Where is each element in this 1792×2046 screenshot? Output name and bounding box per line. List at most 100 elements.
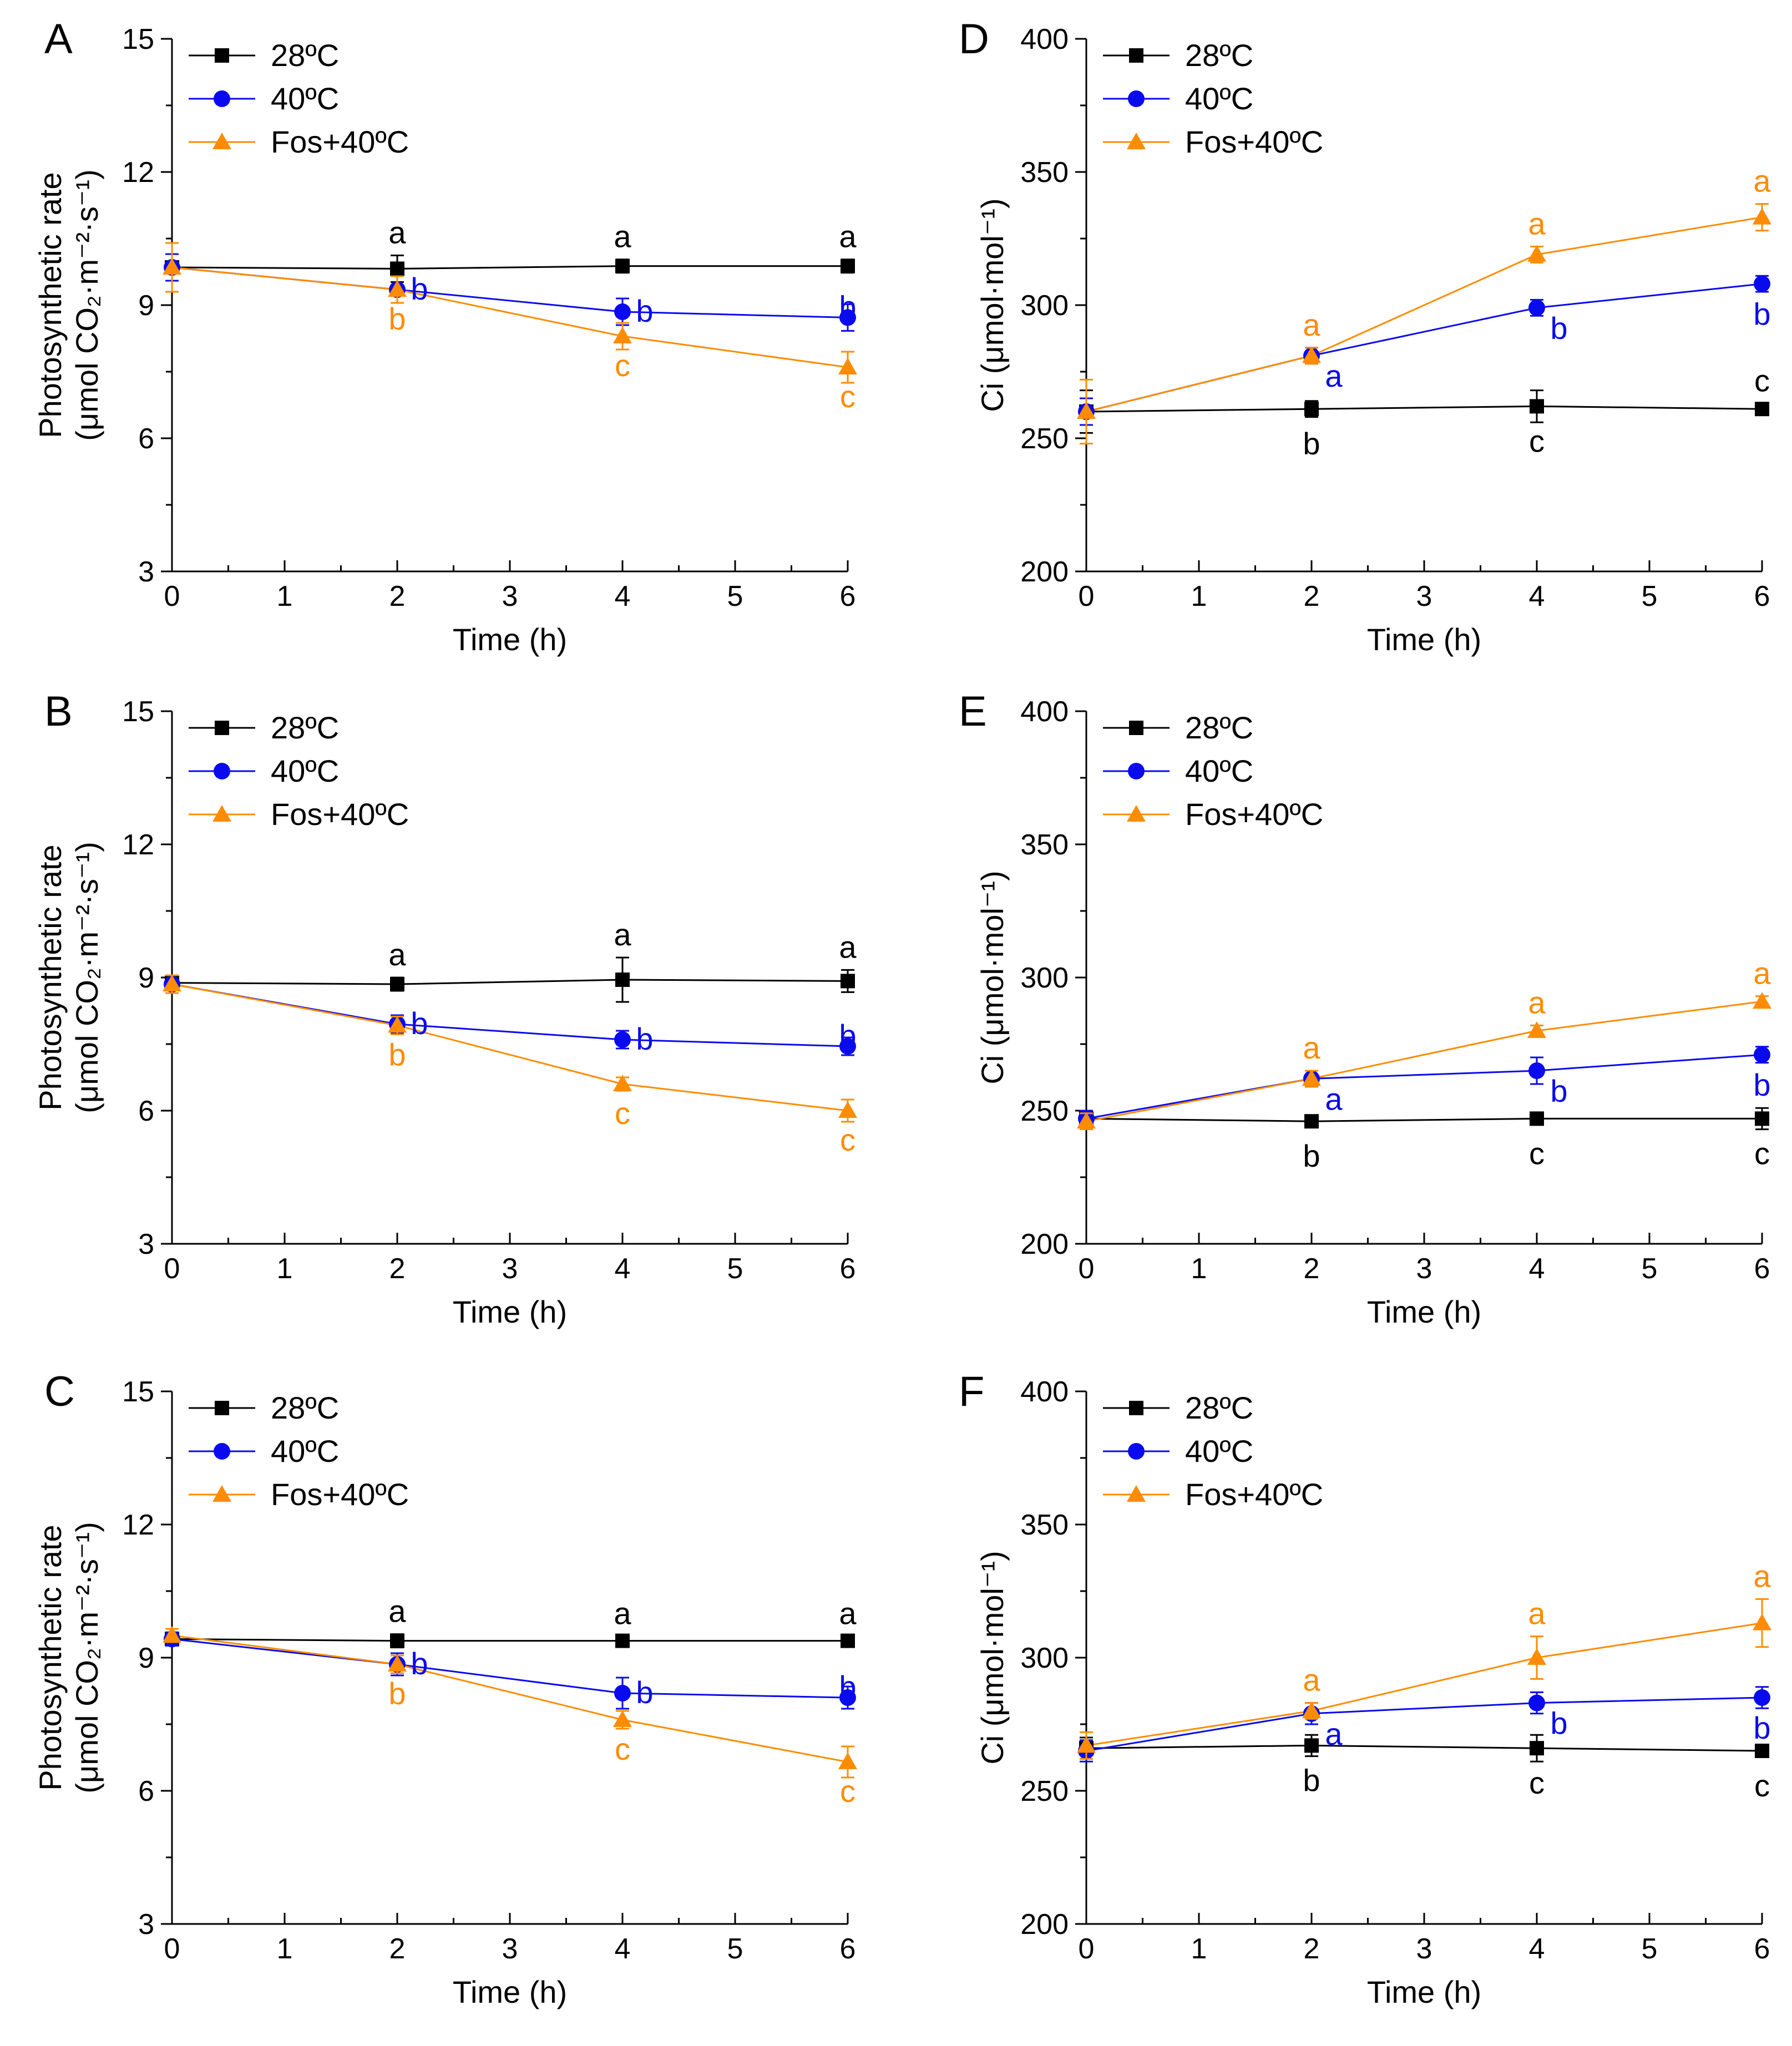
significance-label-Fos40C: a [1303,1663,1320,1698]
x-tick-label: 3 [502,1253,518,1285]
series-line-28C [171,265,848,270]
y-axis-title: Photosynthetic rate [33,1525,68,1790]
data-point-28C [841,974,855,989]
panel-F: F 0 1 2 3 4 5 6 200 250 300 350 400 Time (h) Ci (μmol·… [959,1368,1771,2009]
x-tick-label: 2 [389,1933,406,1965]
significance-label-Fos40C: a [1753,1558,1771,1593]
legend-marker-Fos40C [1127,805,1146,822]
significance-label-Fos40C: c [615,348,630,383]
data-point-Fos40C [838,1101,857,1118]
x-tick-label: 4 [1529,580,1545,612]
y-tick-label: 3 [138,1228,154,1260]
legend-label-Fos40C: Fos+40ºC [271,797,409,832]
series-line-Fos40C [1086,1000,1763,1122]
y-tick-label: 200 [1020,1228,1069,1260]
data-point-Fos40C [388,1655,407,1672]
legend-marker-40C [1128,90,1145,107]
y-tick-label: 6 [138,423,154,455]
significance-label-40C: b [1550,1706,1567,1741]
significance-label-40C: a [1325,358,1343,393]
significance-label-Fos40C: a [1528,985,1546,1020]
legend-marker-40C [214,90,230,107]
legend-marker-40C [214,1443,230,1460]
x-tick-label: 5 [1642,580,1658,612]
y-tick-label: 9 [138,1642,154,1674]
legend-label-28C: 28ºC [1185,38,1253,73]
series-line-Fos40C [1086,216,1763,413]
legend-label-40C: 40ºC [1185,1434,1253,1468]
significance-label-40C: b [839,1018,856,1053]
legend-label-Fos40C: Fos+40ºC [1185,124,1323,159]
x-tick-label: 4 [615,1933,631,1965]
panel-letter: E [959,688,987,735]
y-tick-label: 300 [1020,962,1069,994]
significance-label-Fos40C: c [840,1774,855,1809]
legend-marker-40C [214,763,230,779]
x-tick-label: 6 [1754,1253,1770,1285]
x-tick-label: 1 [277,1933,293,1965]
y-axis-unit: (μmol CO₂·m⁻²·s⁻¹) [69,1522,104,1793]
data-point-Fos40C [163,1626,181,1643]
y-tick-label: 250 [1020,423,1069,455]
y-tick-label: 300 [1020,290,1069,322]
data-point-28C [615,259,630,274]
significance-label-28C: a [614,1596,631,1631]
legend-label-28C: 28ºC [271,38,339,73]
y-tick-label: 200 [1020,1908,1069,1941]
series-line-28C [171,1638,848,1642]
data-point-Fos40C [1753,1613,1771,1630]
data-point-40C [1528,1694,1545,1711]
y-axis-title: Photosynthetic rate [33,172,68,438]
data-point-Fos40C [163,975,181,991]
x-tick-label: 4 [615,580,631,612]
x-tick-label: 1 [1191,1933,1207,1965]
data-point-Fos40C [1527,1648,1546,1665]
series-line-40C [1086,1054,1763,1120]
significance-label-28C: a [839,1596,857,1631]
y-axis-unit: (μmol CO₂·m⁻²·s⁻¹) [69,169,104,440]
data-point-40C [614,1031,631,1048]
legend-marker-40C [1128,1443,1145,1460]
data-point-Fos40C [1753,992,1771,1009]
significance-label-28C: b [1303,1138,1320,1173]
significance-label-Fos40C: b [388,1676,406,1711]
data-point-Fos40C [613,1075,632,1091]
significance-label-Fos40C: c [615,1096,630,1131]
data-point-Fos40C [1302,346,1321,363]
significance-label-28C: b [1303,1763,1320,1797]
data-point-28C [841,259,855,274]
y-tick-label: 200 [1020,556,1069,588]
data-point-Fos40C [1753,207,1771,225]
significance-label-40C: b [839,289,856,324]
data-point-Fos40C [613,1710,632,1727]
y-tick-label: 350 [1020,1509,1069,1541]
x-tick-label: 4 [615,1253,631,1285]
x-tick-label: 5 [727,1253,743,1285]
significance-label-28C: b [1303,426,1320,461]
x-tick-label: 5 [1642,1253,1658,1285]
y-tick-label: 400 [1020,23,1069,55]
panel-letter: F [959,1368,984,1415]
y-tick-label: 12 [122,156,154,189]
data-point-Fos40C [613,327,632,343]
x-tick-label: 2 [389,580,406,612]
legend-label-40C: 40ºC [271,753,339,788]
significance-label-Fos40C: a [1528,206,1546,241]
data-point-40C [1754,1046,1770,1063]
data-point-28C [1530,399,1544,414]
significance-label-28C: a [388,937,406,972]
data-point-Fos40C [1077,1736,1096,1753]
significance-label-40C: b [1550,311,1567,346]
series-line-40C [171,1638,848,1699]
x-tick-label: 6 [1754,580,1770,612]
x-tick-label: 4 [1529,1933,1545,1965]
legend-marker-Fos40C [1127,1485,1146,1502]
legend-marker-Fos40C [1127,133,1146,149]
x-tick-label: 3 [1416,580,1432,612]
x-axis-title: Time (h) [453,622,567,657]
significance-label-40C: b [411,1006,428,1041]
x-tick-label: 6 [840,580,856,612]
x-tick-label: 6 [840,1253,856,1285]
y-tick-label: 250 [1020,1775,1069,1807]
